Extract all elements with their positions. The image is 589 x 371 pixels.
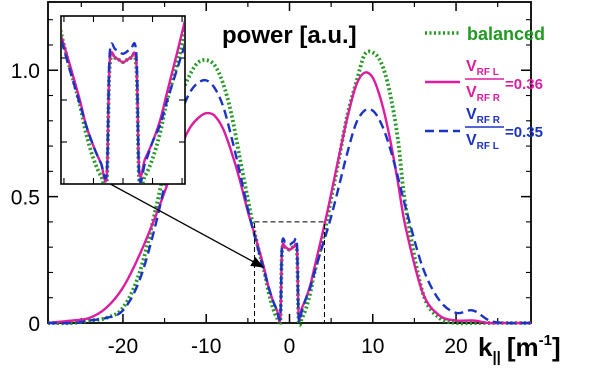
legend-balanced-label: balanced	[467, 24, 545, 44]
svg-text:VRF L: VRF L	[466, 132, 499, 152]
y-tick-label: 1.0	[11, 60, 40, 83]
y-axis: 0 0.5 1.0	[11, 19, 531, 336]
legend-right-value: =0.35	[505, 124, 543, 141]
x-tick-label: -10	[191, 335, 221, 358]
inset-series-line-right	[62, 38, 184, 183]
legend-right-num-sub: RF R	[477, 115, 501, 126]
y-tick-label: 0	[28, 313, 40, 336]
legend-left-num-sub: RF L	[477, 67, 499, 78]
legend-right-den: V	[466, 132, 477, 149]
legend-left-den: V	[466, 84, 477, 101]
x-label-exp: -1	[539, 332, 552, 349]
svg-text:VRF L: VRF L	[466, 58, 499, 78]
x-tick-label: 20	[444, 335, 467, 358]
legend-left-value: =0.36	[505, 76, 543, 93]
x-label-main: k	[478, 332, 493, 362]
chart-title: power [a.u.]	[222, 22, 357, 49]
legend-right-label: VRF R VRF L =0.35	[465, 106, 543, 152]
x-axis-label: k|| [m-1]	[478, 332, 561, 366]
legend-right-den-sub: RF L	[477, 141, 499, 152]
legend-left-label: VRF L VRF R =0.36	[465, 58, 543, 104]
x-tick-label: 0	[284, 335, 296, 358]
svg-text:VRF R: VRF R	[466, 84, 501, 104]
x-label-sub: ||	[492, 349, 500, 366]
legend-left-num: V	[466, 58, 477, 75]
zoom-arrow	[102, 179, 265, 268]
inset-series-group	[62, 19, 184, 183]
x-axis: -20 -10 0 10 20	[80, 2, 499, 358]
y-tick-label: 0.5	[11, 187, 40, 210]
x-tick-label: -20	[108, 335, 138, 358]
series-line-right	[47, 78, 532, 325]
svg-text:VRF R: VRF R	[466, 106, 501, 126]
zoom-region-box	[254, 221, 325, 324]
x-tick-label: 10	[361, 335, 384, 358]
legend-left-den-sub: RF R	[477, 93, 501, 104]
x-label-unit: [m	[507, 332, 539, 362]
legend-right-num: V	[466, 106, 477, 123]
legend: balanced VRF L VRF R =0.36 VRF R VRF L =…	[425, 24, 545, 152]
x-label-close: ]	[552, 332, 561, 362]
